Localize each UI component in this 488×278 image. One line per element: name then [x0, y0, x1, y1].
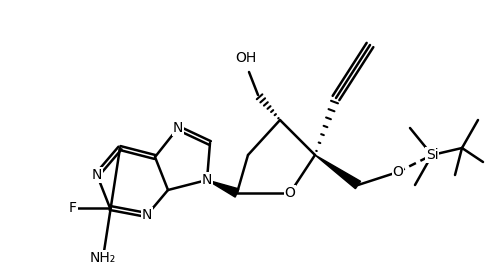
Text: O: O [285, 186, 295, 200]
Text: F: F [69, 201, 77, 215]
Text: Si: Si [426, 148, 438, 162]
Polygon shape [207, 180, 239, 197]
Text: N: N [173, 121, 183, 135]
Text: N: N [202, 173, 212, 187]
Text: N: N [142, 208, 152, 222]
Text: OH: OH [235, 51, 257, 65]
Polygon shape [315, 155, 361, 189]
Text: O: O [392, 165, 404, 179]
Text: N: N [92, 168, 102, 182]
Text: NH₂: NH₂ [90, 251, 116, 265]
